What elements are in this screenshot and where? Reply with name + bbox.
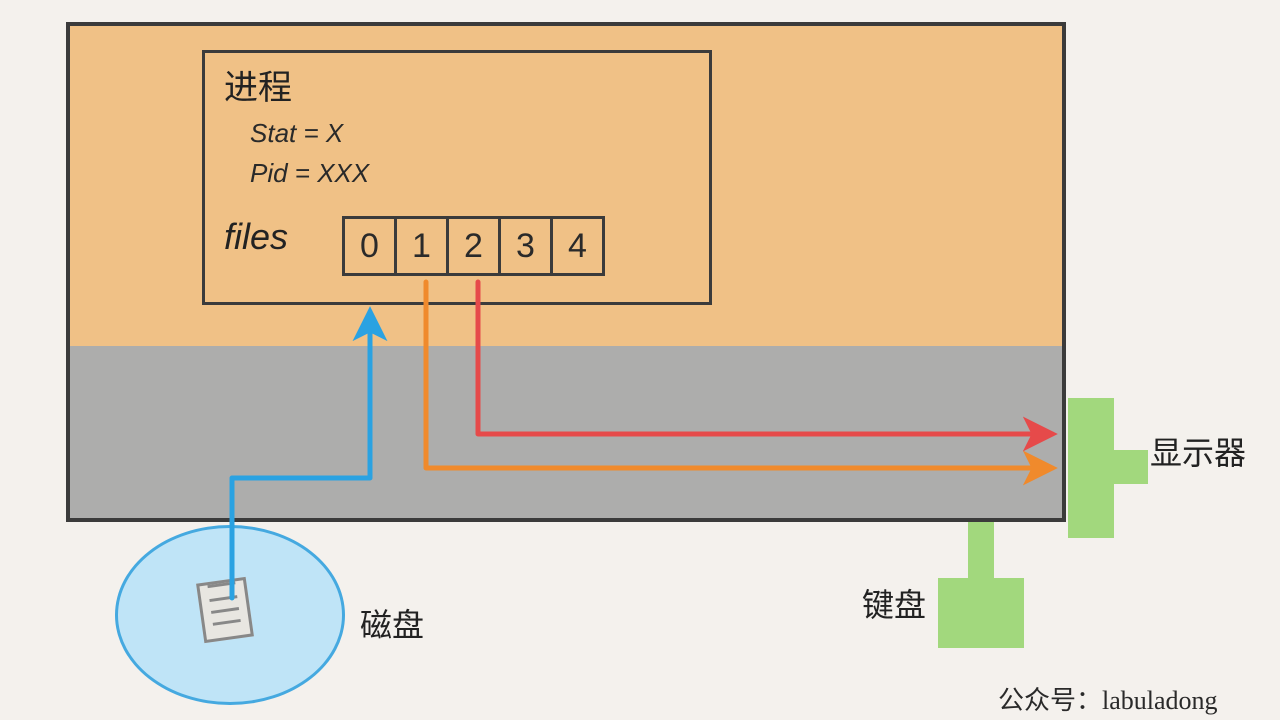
fd-cell-1: 1 bbox=[394, 216, 449, 276]
fd-cell-3: 3 bbox=[498, 216, 553, 276]
fd-cell-4: 4 bbox=[550, 216, 605, 276]
fd-array: 0 1 2 3 4 bbox=[342, 216, 605, 276]
files-label: files bbox=[224, 216, 288, 258]
keyboard-base bbox=[938, 578, 1024, 648]
keyboard-stem bbox=[968, 522, 994, 578]
diagram-root: 进程 Stat = X Pid = XXX files 0 1 2 3 4 磁盘… bbox=[0, 0, 1280, 720]
monitor-neck bbox=[1114, 450, 1148, 484]
file-icon bbox=[196, 577, 254, 643]
kernel-space-band bbox=[70, 346, 1062, 518]
monitor-label: 显示器 bbox=[1150, 428, 1246, 474]
process-stat-line: Stat = X bbox=[250, 118, 343, 149]
fd-cell-2: 2 bbox=[446, 216, 501, 276]
fd-cell-0: 0 bbox=[342, 216, 397, 276]
keyboard-label: 键盘 bbox=[862, 580, 926, 626]
process-title: 进程 bbox=[224, 60, 292, 109]
monitor-body bbox=[1068, 398, 1114, 538]
credit-text: 公众号：labuladong bbox=[998, 680, 1218, 717]
process-pid-line: Pid = XXX bbox=[250, 158, 369, 189]
disk-label: 磁盘 bbox=[360, 600, 424, 646]
